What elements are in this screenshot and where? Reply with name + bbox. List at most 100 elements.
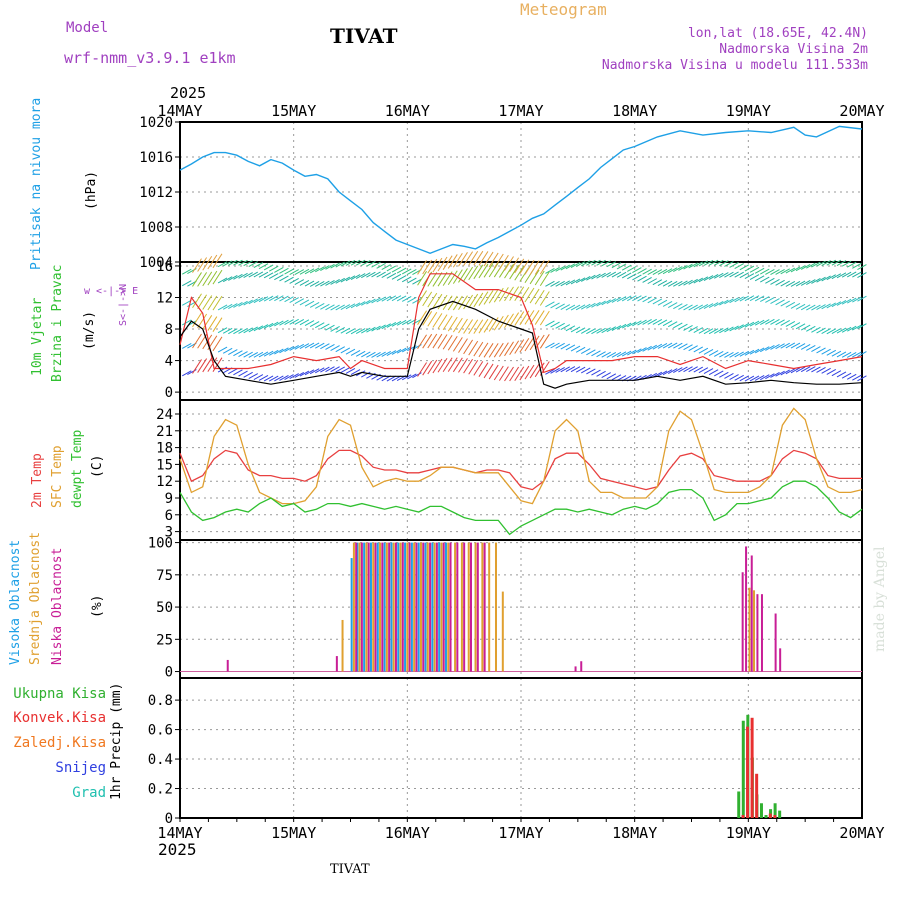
wind-barb	[202, 295, 213, 310]
wind-barb	[309, 342, 320, 349]
x-tick-label-bottom: 19MAY	[726, 824, 771, 842]
wind-barb	[452, 253, 463, 268]
wind-barb	[754, 275, 765, 282]
wind-barb	[591, 369, 601, 376]
wind-barb	[539, 334, 550, 349]
wind-barb	[565, 325, 576, 332]
wind-barb	[816, 347, 826, 354]
wind-barb	[550, 302, 560, 309]
wind-barb	[560, 366, 571, 373]
wind-barb	[729, 351, 739, 358]
mid-cloud-bar	[454, 542, 457, 672]
wind-barb	[586, 302, 596, 309]
low-cloud-bar	[449, 542, 452, 672]
low-cloud-bar	[456, 542, 459, 672]
wind-barb	[263, 375, 274, 382]
y-tick-label: 21	[156, 424, 173, 440]
wind-barb	[243, 299, 253, 306]
mid-cloud-bar	[392, 542, 395, 672]
wind-barb	[560, 324, 571, 330]
wind-barb	[315, 367, 325, 374]
wind-barb	[821, 275, 831, 282]
wind-compass: w <-|-> E	[84, 286, 139, 297]
wind-barb	[197, 257, 208, 272]
wind-barb	[350, 328, 361, 335]
wind-barb	[657, 319, 668, 326]
wind-barb	[826, 349, 837, 356]
mid-cloud-bar	[440, 542, 443, 672]
wind-barb	[836, 327, 847, 334]
wind-barb	[437, 314, 448, 329]
wind-barb	[826, 328, 837, 335]
wind-barb	[238, 327, 248, 334]
wind-barb	[483, 363, 494, 379]
wind-barb	[831, 301, 842, 308]
y-tick-label: 24	[156, 407, 173, 423]
low-cloud-bar	[442, 542, 445, 672]
wind-barb	[667, 342, 678, 349]
wind-barb	[754, 295, 765, 302]
wind-barb	[555, 280, 565, 287]
wind-barb	[800, 324, 811, 331]
wind-barb	[857, 264, 867, 270]
low-cloud-bar	[226, 659, 229, 672]
wind-barb	[539, 291, 550, 306]
wind-barb	[447, 295, 458, 311]
wind-barb	[534, 362, 545, 378]
wind-barb	[478, 263, 489, 279]
wind-barb	[488, 343, 499, 358]
wind-barb	[719, 351, 729, 358]
high-cloud-bar	[350, 558, 353, 672]
wind-barb	[673, 280, 683, 287]
wind-barb	[744, 273, 755, 279]
wind-barb	[315, 342, 325, 349]
wind-barb	[611, 374, 622, 381]
legend-snow: Snijeg	[55, 760, 106, 776]
y-tick-label: 3	[165, 525, 173, 541]
wind-barb	[182, 319, 192, 326]
wind-barb	[268, 265, 279, 272]
wind-barb	[678, 366, 688, 373]
wind-barb	[498, 314, 509, 330]
y-tick-label: 1020	[139, 115, 173, 131]
wind-barb	[744, 295, 755, 302]
wind-barb	[795, 265, 806, 272]
wind-barb	[652, 298, 663, 305]
wind-barb	[340, 347, 351, 354]
wind-barb	[361, 351, 371, 358]
wind-barb	[708, 302, 719, 309]
wind-barb	[826, 368, 837, 375]
wind-barb	[504, 313, 514, 328]
wind-barb	[642, 319, 652, 325]
wind-barb	[632, 295, 642, 302]
wind-barb	[248, 298, 259, 305]
wind-barb	[852, 324, 862, 331]
wind-barb	[550, 321, 560, 328]
wind-barb	[335, 304, 345, 311]
wind-barb	[673, 322, 683, 329]
wind-barb	[524, 260, 535, 275]
y-tick-label: 1012	[139, 185, 173, 201]
wind-barb	[243, 272, 253, 278]
low-cloud-bar	[745, 546, 748, 672]
y-tick-label: 4	[165, 354, 173, 370]
wind-barb	[345, 328, 356, 335]
wind-barb	[560, 264, 571, 271]
wind-barb	[519, 365, 530, 381]
wind-barb	[739, 295, 750, 302]
wind-barb	[693, 346, 704, 353]
wind-barb	[192, 333, 202, 349]
wind-barb	[350, 259, 361, 266]
wind-barb	[857, 323, 867, 330]
wind-barb	[754, 267, 765, 274]
wind-barb	[637, 319, 647, 326]
wind-barb	[719, 272, 729, 279]
wind-barb	[744, 349, 755, 356]
panel-frame	[179, 539, 863, 679]
low-cloud-bar	[374, 542, 377, 672]
wind-barb	[570, 304, 581, 311]
wind-barb	[800, 366, 811, 373]
wind-barb	[534, 334, 545, 350]
wind-barb	[534, 260, 545, 275]
